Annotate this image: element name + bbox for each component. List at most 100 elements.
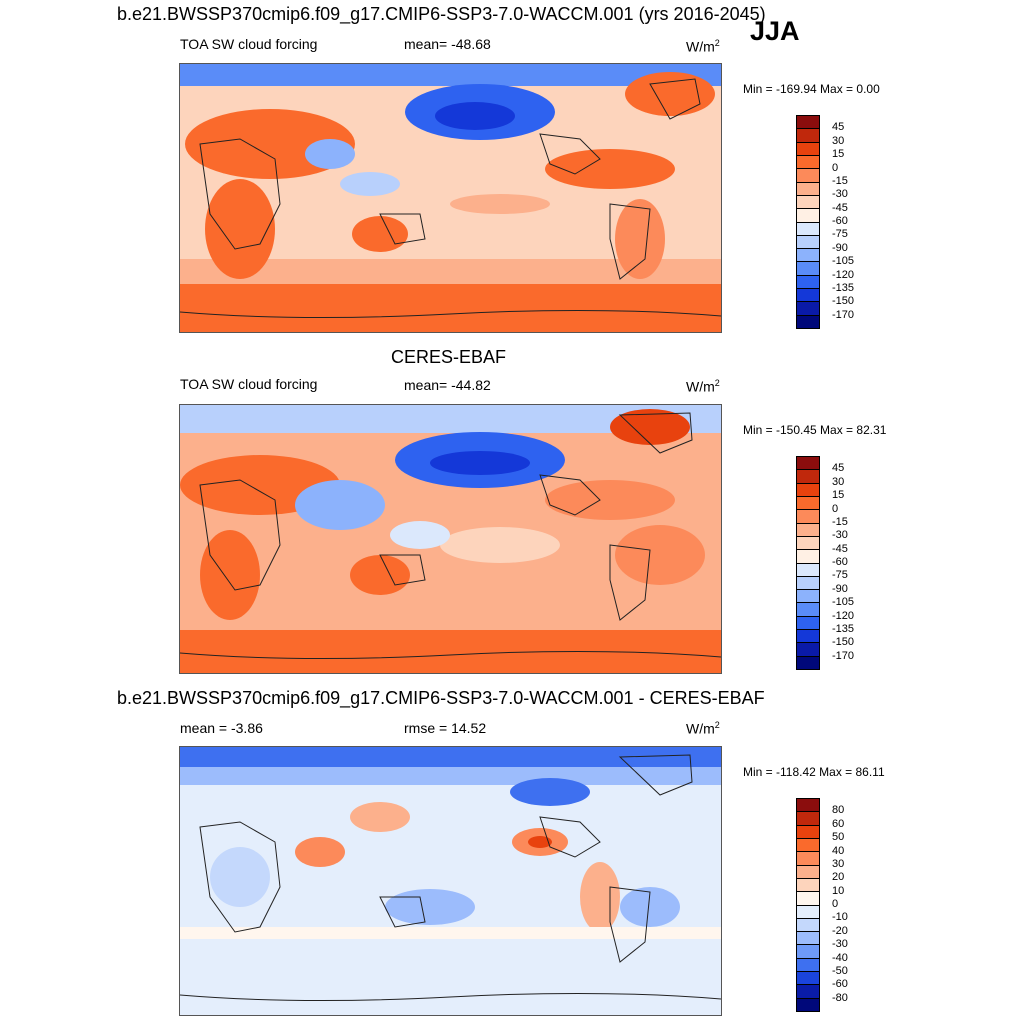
- colorbar-swatch: [797, 812, 819, 826]
- colorbar-tick-label: 0: [832, 161, 839, 174]
- colorbar-tick-label: -15: [832, 174, 848, 187]
- colorbar-swatch: [797, 799, 819, 813]
- colorbar-tick-label: -135: [832, 622, 855, 635]
- colorbar-tick-label: -105: [832, 255, 855, 268]
- colorbar-tick-label: -20: [832, 924, 848, 937]
- colorbar-swatch: [797, 865, 819, 879]
- colorbar-swatch: [797, 878, 819, 893]
- colorbar-swatch: [797, 590, 819, 604]
- colorbar-tick-label: -60: [832, 556, 848, 568]
- colorbar-swatch: [797, 496, 819, 511]
- colorbar-swatch: [797, 142, 819, 156]
- colorbar-tick-label: -30: [832, 529, 848, 542]
- colorbar-tick-label: -45: [832, 201, 848, 214]
- colorbar-swatch: [797, 576, 819, 591]
- colorbar-tick-label: -30: [832, 938, 848, 951]
- colorbar-tick-label: -150: [832, 636, 855, 649]
- panel-diff-mean: mean = -3.86: [180, 720, 263, 736]
- panel-diff-title: b.e21.BWSSP370cmip6.f09_g17.CMIP6-SSP3-7…: [117, 688, 765, 708]
- colorbar-swatch: [797, 155, 819, 170]
- map-obs-field: [180, 405, 721, 673]
- colorbar-tick-label: -75: [832, 569, 848, 582]
- panel-diff-units: W/m2: [686, 720, 720, 737]
- colorbar-swatch: [797, 643, 819, 657]
- colorbar-tick-label: -135: [832, 281, 855, 294]
- colorbar-tick-label: -90: [832, 582, 848, 595]
- colorbar-swatch: [797, 457, 819, 471]
- colorbar-tick-label: 50: [832, 831, 845, 844]
- panel-diff-rmse: rmse = 14.52: [404, 720, 487, 736]
- colorbar-swatch: [797, 222, 819, 236]
- colorbar-tick-label: 60: [832, 817, 845, 830]
- colorbar-tick-label: 0: [832, 898, 839, 910]
- colorbar-tick-label: -75: [832, 228, 848, 241]
- colorbar-swatch: [797, 275, 819, 290]
- colorbar-swatch: [797, 209, 819, 223]
- colorbar-swatch: [797, 182, 819, 196]
- colorbar-swatch: [797, 483, 819, 497]
- colorbar-swatch: [797, 656, 819, 669]
- colorbar-tick-label: -80: [832, 991, 848, 1004]
- panel-diff-minmax: Min = -118.42 Max = 86.11: [743, 765, 885, 779]
- colorbar-tick-label: 40: [832, 844, 845, 857]
- colorbar-tick-label: 0: [832, 502, 839, 515]
- colorbar-swatch: [797, 289, 819, 303]
- panel-model-map: [179, 63, 722, 333]
- colorbar-tick-label: -60: [832, 215, 848, 227]
- colorbar-tick-label: -120: [832, 268, 855, 281]
- colorbar-tick-label: 10: [832, 884, 845, 897]
- season-label: JJA: [750, 16, 800, 46]
- colorbar-swatch: [797, 470, 819, 484]
- colorbar-tick-label: -90: [832, 241, 848, 254]
- colorbar-swatch: [797, 563, 819, 577]
- colorbar-swatch: [797, 235, 819, 250]
- panel-model-colorbar: [796, 115, 820, 329]
- colorbar-swatch: [797, 129, 819, 143]
- colorbar-tick-label: 30: [832, 134, 845, 147]
- colorbar-swatch: [797, 825, 819, 839]
- panel-diff-map: [179, 746, 722, 1016]
- colorbar-tick-label: 45: [832, 462, 845, 475]
- colorbar-tick-label: -45: [832, 542, 848, 555]
- colorbar-tick-label: 30: [832, 475, 845, 488]
- panel-obs-title: CERES-EBAF: [391, 347, 507, 367]
- colorbar-tick-label: -50: [832, 964, 848, 977]
- map-model-field: [180, 64, 721, 332]
- panel-obs-variable: TOA SW cloud forcing: [180, 376, 318, 392]
- colorbar-swatch: [797, 892, 819, 906]
- colorbar-swatch: [797, 302, 819, 316]
- colorbar-swatch: [797, 315, 819, 328]
- colorbar-tick-label: -120: [832, 609, 855, 622]
- colorbar-tick-label: -170: [832, 649, 855, 662]
- colorbar-swatch: [797, 550, 819, 564]
- colorbar-tick-label: -150: [832, 295, 855, 308]
- panel-model-mean: mean= -48.68: [404, 36, 491, 52]
- colorbar-tick-label: -30: [832, 188, 848, 201]
- colorbar-swatch: [797, 852, 819, 866]
- colorbar-swatch: [797, 249, 819, 263]
- colorbar-swatch: [797, 262, 819, 276]
- panel-model-minmax: Min = -169.94 Max = 0.00: [743, 82, 880, 96]
- colorbar-tick-label: -10: [832, 911, 848, 924]
- colorbar-tick-label: -40: [832, 951, 848, 964]
- colorbar-swatch: [797, 195, 819, 210]
- colorbar-swatch: [797, 918, 819, 933]
- panel-obs-minmax: Min = -150.45 Max = 82.31: [743, 423, 887, 437]
- panel-obs-colorbar: [796, 456, 820, 670]
- colorbar-swatch: [797, 116, 819, 130]
- panel-obs-map: [179, 404, 722, 674]
- colorbar-swatch: [797, 958, 819, 973]
- panel-obs-units: W/m2: [686, 378, 720, 395]
- colorbar-swatch: [797, 905, 819, 919]
- colorbar-tick-label: 30: [832, 857, 845, 870]
- colorbar-swatch: [797, 510, 819, 524]
- colorbar-swatch: [797, 945, 819, 959]
- colorbar-tick-label: 15: [832, 148, 845, 161]
- main-title: b.e21.BWSSP370cmip6.f09_g17.CMIP6-SSP3-7…: [117, 4, 766, 24]
- colorbar-swatch: [797, 998, 819, 1011]
- colorbar-swatch: [797, 985, 819, 999]
- colorbar-tick-label: 80: [832, 804, 845, 817]
- panel-diff-colorbar: [796, 798, 820, 1012]
- colorbar-tick-label: 45: [832, 121, 845, 134]
- colorbar-swatch: [797, 603, 819, 617]
